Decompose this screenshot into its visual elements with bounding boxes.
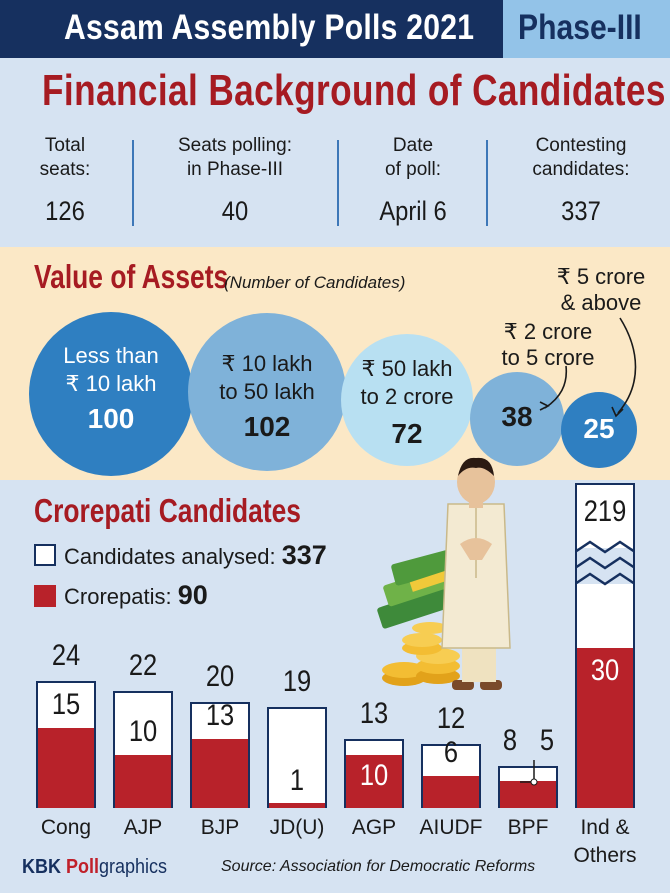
stat-label: Seats polling: in Phase-III [177,135,293,180]
bar-crorepati-label: 10 [359,759,389,792]
callout-label: ₹ 5 crore & above [556,264,646,315]
stat-contesting: Contesting candidates: 337 [512,134,650,227]
stat-total-seats: Total seats: 126 [24,134,106,227]
bar-party-label: AGP [351,816,397,839]
stat-value: 126 [45,196,85,226]
bar-crorepati [192,739,248,808]
bar-crorepati-label: 30 [590,654,620,687]
brand-logo: KBK Pollgraphics [22,856,167,879]
bar-party-label: JD(U) [269,816,325,839]
bar-crorepati [346,755,402,808]
bubble-count: 38 [501,401,533,432]
bar-party-label: Ind & Others [573,816,637,867]
stat-label: Date of poll: [385,135,441,180]
asset-bubble [341,334,473,466]
legend-item-analysed: Candidates analysed: 337 [64,540,327,571]
bpf-label-connector [520,760,538,786]
bar-crorepati [577,648,633,808]
brand-part: KBK [22,856,67,878]
stat-seats-polling: Seats polling: in Phase-III 40 [160,134,310,227]
header-title: Assam Assembly Polls 2021 [64,8,475,47]
legend-value: 337 [281,540,327,570]
bar-total-label: 19 [282,665,312,698]
bar-total-label: 24 [51,639,81,672]
bar-total-label: 22 [128,649,158,682]
phase-label: Phase-III [518,8,642,47]
bar-crorepati [423,776,479,808]
bar-crorepati [38,728,94,808]
candidate-illustration [377,457,511,690]
bar-party-label: BJP [200,816,240,839]
legend-value: 90 [177,580,208,610]
stat-divider [337,140,339,226]
axis-break-icon [575,540,635,586]
bubble-label: Less than ₹ 10 lakh [63,343,159,396]
bubble-label: ₹ 10 lakh to 50 lakh [219,351,315,404]
stat-label: Contesting candidates: [532,135,630,180]
bar-crorepati-label: 10 [128,715,158,748]
bar-party-label: AJP [123,816,163,839]
stat-value: 337 [561,196,601,226]
bar-total-label: 219 [583,495,627,528]
brand-part: Poll [66,856,100,878]
main-title: Financial Background of Candidates [42,66,666,115]
coin-pile-icon [382,622,460,686]
assets-subtitle: (Number of Candidates) [224,273,406,292]
callout-label: ₹ 2 crore to 5 crore [501,319,595,370]
legend-swatch-crorepatis [34,585,56,607]
legend-swatch-analysed [34,544,56,566]
assets-title: Value of Assets [34,258,229,295]
stat-label: Total seats: [39,135,91,180]
bar-total-label: 20 [205,660,235,693]
cash-stack-icon [377,548,460,629]
bar-crorepati [500,781,556,808]
bar-crorepati [115,755,171,808]
asset-bubble [188,313,346,471]
bar-party-label: BPF [507,816,549,839]
bar-crorepati-label: 15 [51,688,81,721]
bubble-count: 100 [87,403,135,434]
legend-label: Crorepatis: [64,584,172,609]
bar-total-label: 12 [436,702,466,735]
stat-value: April 6 [379,196,447,226]
legend-label: Candidates analysed: [64,544,276,569]
bar-party-label: Cong [40,816,92,839]
bubble-count: 72 [391,418,423,449]
bar-party-label: AIUDF [419,816,483,839]
asset-bubble [29,312,193,476]
man-folded-hands-icon [441,457,511,690]
stat-poll-date: Date of poll: April 6 [362,134,464,227]
bar-total-label: 13 [359,697,389,730]
crorepati-title: Crorepati Candidates [34,492,301,529]
bar-crorepati-label: 5 [539,724,555,757]
bubble-count: 25 [583,413,615,444]
bubble-label: ₹ 50 lakh to 2 crore [360,356,454,409]
stat-divider [486,140,488,226]
stat-divider [132,140,134,226]
bar-total-label: 8 [502,724,518,757]
stat-value: 40 [221,196,249,226]
bar-crorepati-label: 6 [443,736,459,769]
source-note: Source: Association for Democratic Refor… [221,858,536,875]
bar-crorepati [269,803,325,808]
bubble-count: 102 [243,411,291,442]
legend-item-crorepatis: Crorepatis: 90 [64,580,208,611]
bar-crorepati-label: 13 [205,699,235,732]
brand-part: graphics [99,856,168,878]
phase-badge [503,0,670,58]
bar-crorepati-label: 1 [289,764,305,797]
